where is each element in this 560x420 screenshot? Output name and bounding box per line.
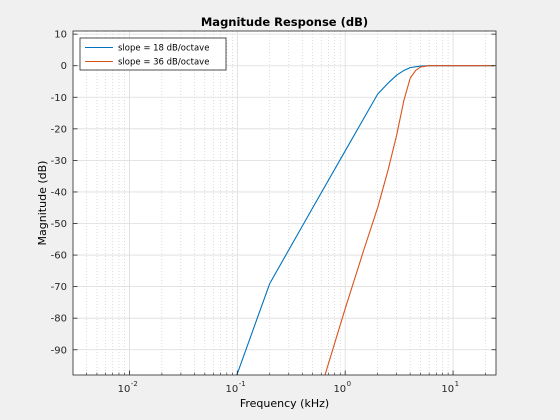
y-tick-label: -30	[51, 156, 67, 167]
y-tick-label: -50	[51, 219, 67, 230]
x-tick-label-exponent: -2	[131, 380, 138, 388]
legend-label-series-1: slope = 18 dB/octave	[118, 44, 209, 54]
chart-title: Magnitude Response (dB)	[201, 15, 368, 29]
legend: slope = 18 dB/octave slope = 36 dB/octav…	[79, 37, 227, 71]
x-tick-label-exponent: 1	[455, 380, 459, 388]
legend-label-series-2: slope = 36 dB/octave	[118, 58, 209, 68]
x-tick-label-base: 10	[226, 384, 239, 395]
x-tick-label-exponent: 0	[347, 380, 351, 388]
axis-ticks: 10 -2 10 -1 10 0 10 1100-10-20-30-40-50-60-70-8…	[51, 30, 496, 395]
y-tick-label: 10	[54, 30, 67, 41]
minor-grid	[86, 31, 486, 375]
y-tick-label: 0	[61, 61, 67, 72]
y-tick-label: -60	[51, 251, 67, 262]
series-layer	[236, 65, 495, 375]
x-tick-label-base: 10	[118, 384, 131, 395]
y-tick-label: -80	[51, 314, 67, 325]
plot-frame	[72, 30, 497, 376]
plot-area	[73, 31, 496, 375]
series-line-2	[324, 65, 495, 375]
y-tick-label: -10	[51, 93, 67, 104]
y-tick-label: -20	[51, 124, 67, 135]
x-tick-label-exponent: -1	[239, 380, 246, 388]
x-axis-label: Frequency (kHz)	[240, 397, 329, 410]
legend-box	[79, 37, 227, 71]
y-tick-label: -70	[51, 282, 67, 293]
y-tick-label: -40	[51, 187, 67, 198]
y-tick-label: -90	[51, 345, 67, 356]
y-axis-label: Magnitude (dB)	[36, 161, 49, 246]
x-tick-label-base: 10	[333, 384, 346, 395]
x-tick-label-base: 10	[441, 384, 454, 395]
